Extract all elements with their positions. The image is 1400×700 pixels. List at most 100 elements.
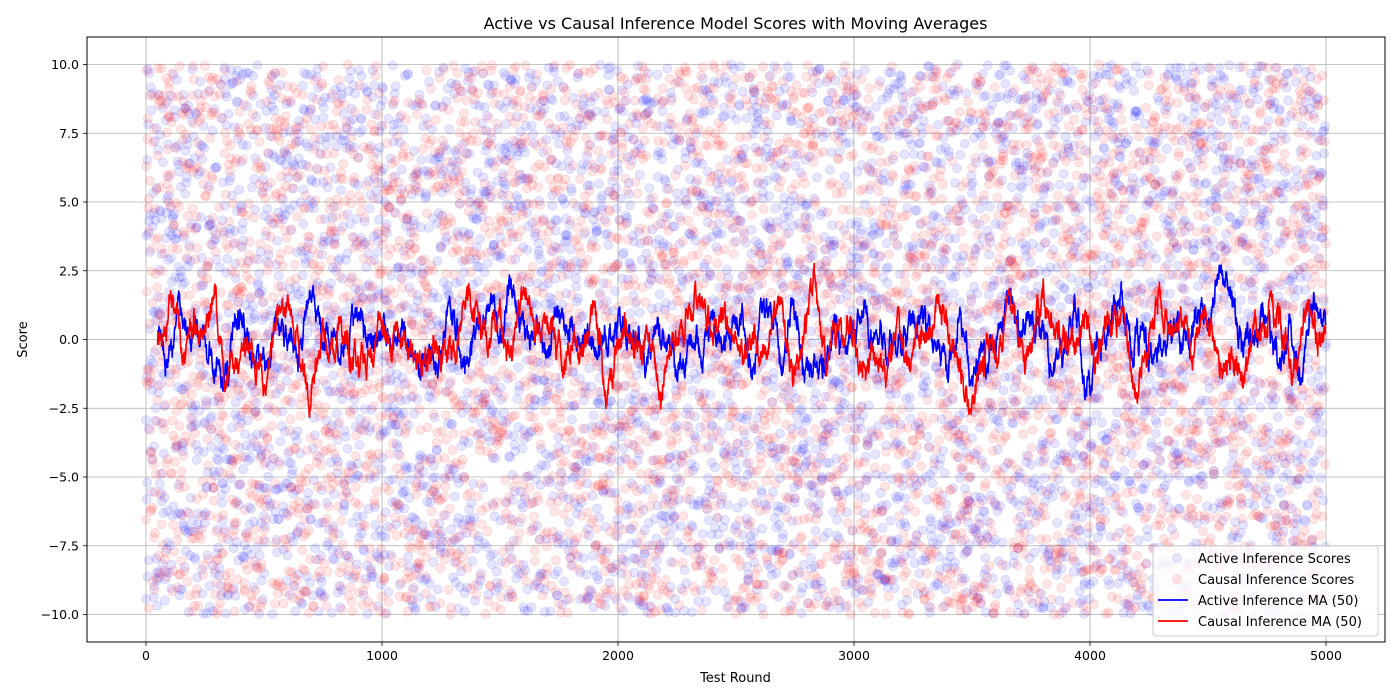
scatter-point — [142, 571, 153, 582]
scatter-point — [796, 608, 807, 619]
scatter-point — [904, 457, 914, 468]
scatter-point — [220, 483, 231, 494]
scatter-point — [170, 272, 180, 283]
scatter-point — [1052, 517, 1063, 528]
scatter-point — [318, 112, 329, 123]
scatter-point — [1129, 85, 1140, 96]
scatter-point — [1000, 78, 1011, 89]
scatter-point — [150, 215, 161, 226]
scatter-point — [318, 102, 329, 113]
scatter-point — [154, 205, 165, 216]
scatter-point — [672, 188, 682, 199]
scatter-point — [432, 584, 443, 595]
scatter-point — [142, 477, 153, 488]
scatter-point — [703, 515, 714, 526]
scatter-point — [173, 159, 184, 170]
scatter-point — [153, 89, 164, 100]
scatter-point — [654, 289, 665, 300]
scatter-point — [976, 131, 987, 141]
scatter-point — [287, 465, 298, 476]
scatter-point — [479, 267, 490, 278]
scatter-point — [150, 315, 161, 326]
scatter-point — [1164, 288, 1175, 299]
scatter-point — [1058, 169, 1069, 179]
scatter-point — [167, 276, 177, 287]
scatter-point — [652, 69, 663, 80]
scatter-point — [180, 188, 191, 199]
scatter-point — [571, 273, 581, 284]
scatter-point — [282, 550, 293, 561]
scatter-point — [981, 90, 992, 101]
scatter-point — [1238, 207, 1249, 218]
scatter-point — [1315, 472, 1326, 483]
scatter-point — [856, 224, 867, 235]
scatter-point — [142, 64, 153, 75]
scatter-point — [513, 362, 524, 373]
scatter-point — [596, 154, 607, 165]
scatter-point — [552, 566, 563, 577]
scatter-point — [213, 455, 224, 466]
scatter-point — [262, 203, 273, 214]
scatter-point — [731, 114, 742, 125]
scatter-point — [848, 442, 859, 453]
scatter-point — [1224, 60, 1235, 71]
scatter-point — [166, 253, 176, 264]
scatter-point — [340, 431, 351, 442]
scatter-point — [889, 583, 900, 594]
scatter-point — [1143, 312, 1154, 323]
scatter-point — [540, 460, 551, 471]
scatter-point — [1219, 75, 1229, 85]
scatter-point — [146, 378, 157, 388]
scatter-point — [811, 172, 822, 183]
scatter-point — [151, 575, 162, 586]
scatter-point — [883, 262, 893, 273]
scatter-point — [603, 239, 614, 250]
scatter-point — [150, 403, 161, 413]
scatter-point — [169, 209, 180, 220]
scatter-point — [1212, 215, 1223, 226]
scatter-point — [148, 208, 159, 218]
scatter-point — [945, 544, 956, 555]
scatter-point — [169, 105, 180, 116]
scatter-point — [148, 306, 159, 317]
scatter-point — [174, 507, 185, 518]
scatter-point — [979, 506, 990, 517]
scatter-point — [171, 75, 182, 85]
scatter-point — [522, 245, 533, 255]
scatter-point — [380, 532, 391, 543]
scatter-point — [144, 247, 155, 257]
scatter-point — [273, 271, 284, 281]
scatter-point — [859, 65, 870, 75]
scatter-point — [160, 115, 171, 126]
scatter-point — [1240, 115, 1251, 125]
scatter-point — [832, 515, 843, 525]
scatter-point — [449, 491, 460, 502]
scatter-point — [474, 234, 485, 244]
scatter-point — [296, 294, 307, 305]
scatter-point — [156, 418, 167, 429]
scatter-point — [141, 371, 152, 382]
scatter-point — [296, 286, 307, 297]
scatter-point — [354, 440, 365, 450]
scatter-point — [169, 112, 180, 122]
scatter-point — [757, 523, 768, 534]
scatter-point — [528, 129, 538, 140]
scatter-point — [769, 382, 779, 393]
scatter-point — [247, 70, 258, 81]
scatter-point — [844, 137, 855, 148]
scatter-point — [1161, 143, 1172, 154]
scatter-point — [163, 567, 174, 578]
scatter-point — [933, 212, 943, 223]
scatter-point — [547, 95, 558, 106]
scatter-point — [174, 272, 185, 283]
scatter-point — [143, 119, 154, 130]
scatter-point — [1303, 438, 1314, 449]
scatter-point — [217, 498, 227, 508]
scatter-point — [168, 213, 179, 224]
scatter-point — [172, 228, 183, 239]
scatter-point — [727, 81, 738, 92]
scatter-point — [145, 354, 156, 365]
scatter-point — [1006, 182, 1017, 193]
scatter-point — [488, 549, 499, 560]
